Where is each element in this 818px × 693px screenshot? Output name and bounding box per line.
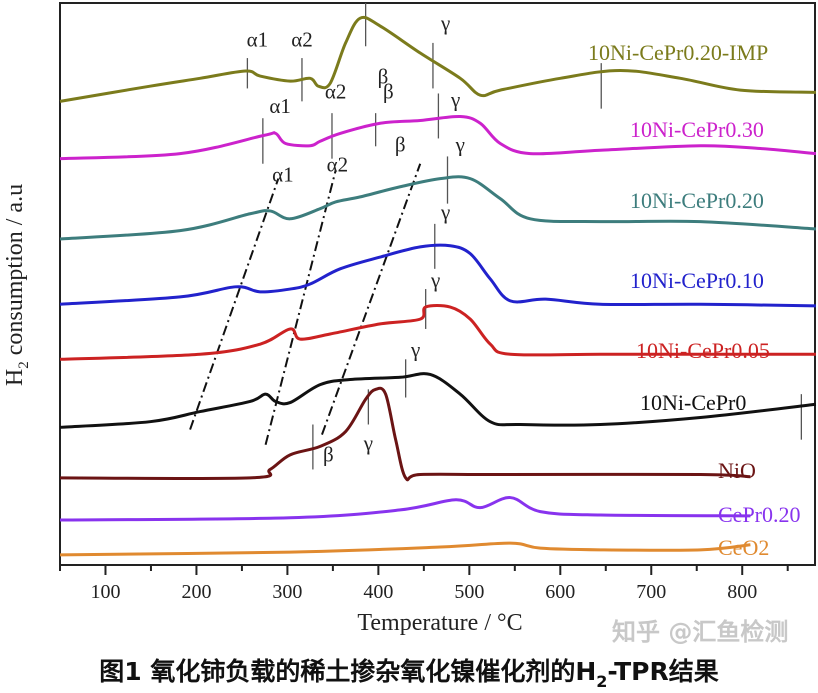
- series-line-10ni-cepr0-30: [59, 115, 817, 161]
- series-line-10ni-cepr0-20: [59, 175, 817, 241]
- x-tick-label: 800: [727, 581, 757, 603]
- peak-label: γ: [455, 132, 465, 156]
- peak-label: α1: [272, 163, 294, 187]
- peak-label: β: [395, 132, 406, 156]
- series-line-10ni-cepr0-05: [59, 304, 816, 361]
- peak-label: γ: [450, 87, 460, 111]
- figure-caption: 图1 氧化铈负载的稀土掺杂氧化镍催化剂的H2-TPR结果: [99, 657, 719, 691]
- peak-label: γ: [440, 11, 450, 35]
- peak-label: γ: [430, 268, 440, 292]
- trend-line: [321, 163, 422, 435]
- series-line-10ni-cepr0-20-imp: [59, 15, 816, 103]
- peak-label: γ: [410, 337, 420, 361]
- x-tick-label: 100: [90, 581, 120, 603]
- peak-label: β: [378, 64, 389, 88]
- x-tick-label: 200: [181, 581, 211, 603]
- x-tick-label: 700: [636, 581, 666, 603]
- watermark: 知乎 @汇鱼检测: [612, 618, 788, 646]
- series-line-cepr0-20: [59, 496, 751, 522]
- series-label: CePr0.20: [718, 502, 801, 527]
- series-label: 10Ni-CePr0.05: [636, 338, 770, 363]
- series-label: NiO: [718, 458, 756, 483]
- y-axis-label: H2 consumption / a.u: [2, 184, 32, 386]
- x-tick-label: 400: [363, 581, 393, 603]
- series-line-ceo2: [59, 541, 751, 557]
- peak-label: α2: [325, 80, 347, 104]
- series-line-10ni-cepr0: [59, 372, 817, 429]
- x-axis-label: Temperature / °C: [357, 610, 522, 636]
- series-line-10ni-cepr0-10: [59, 243, 816, 308]
- series-label: 10Ni-CePr0: [640, 390, 746, 415]
- series-label: 10Ni-CePr0.10: [630, 268, 764, 293]
- series-label: 10Ni-CePr0.20-IMP: [588, 40, 768, 65]
- peak-label: α1: [269, 94, 291, 118]
- series-line-nio: [59, 386, 751, 482]
- peak-label: γ: [363, 431, 373, 455]
- plot-frame: [59, 2, 816, 566]
- series-label: 10Ni-CePr0.30: [630, 117, 764, 142]
- peak-label: α2: [327, 153, 349, 177]
- trend-line: [189, 178, 280, 430]
- peak-label: α2: [291, 27, 313, 51]
- series-label: CeO2: [718, 535, 769, 560]
- peak-label: β: [323, 443, 334, 467]
- x-tick-label: 600: [545, 581, 575, 603]
- peak-label: γ: [440, 200, 450, 224]
- peak-label: α1: [247, 27, 269, 51]
- trend-line: [264, 170, 337, 445]
- series-label: 10Ni-CePr0.20: [630, 188, 764, 213]
- x-tick-label: 500: [454, 581, 484, 603]
- peak-label: β: [383, 80, 394, 104]
- x-tick-label: 300: [272, 581, 302, 603]
